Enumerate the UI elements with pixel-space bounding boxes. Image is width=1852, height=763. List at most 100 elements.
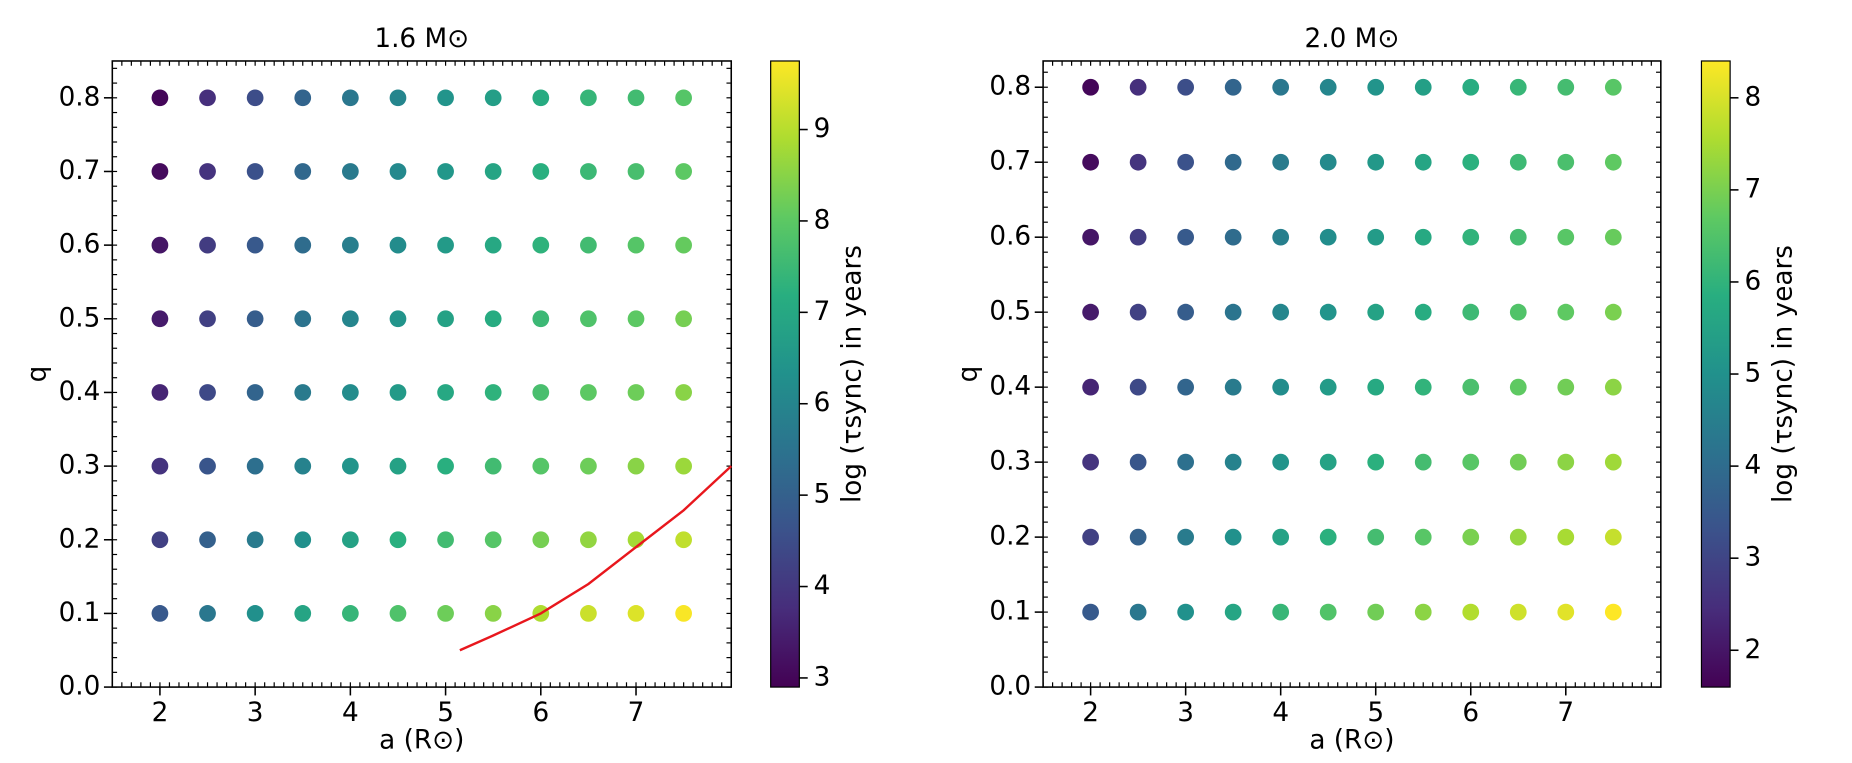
data-point (151, 163, 169, 180)
y-tick-label: 0.1 (989, 597, 1031, 627)
data-point (1319, 603, 1337, 621)
plot-frame (111, 60, 733, 688)
y-tick-label: 0.1 (59, 598, 101, 628)
data-point (627, 236, 645, 254)
data-point (484, 310, 502, 328)
y-tick-label: 0.0 (989, 672, 1031, 702)
data-point (341, 605, 359, 622)
y-tick-label: 0.3 (989, 447, 1031, 477)
data-point (389, 531, 407, 549)
data-point (1224, 528, 1242, 546)
y-tick-label: 0.2 (59, 524, 101, 554)
colorbar-tick-label: 3 (814, 662, 831, 692)
x-tick-label: 6 (1462, 698, 1479, 728)
data-point (532, 457, 550, 475)
data-point (1129, 78, 1147, 96)
data-point (580, 89, 597, 107)
data-point (1414, 303, 1432, 321)
data-point (627, 457, 645, 475)
data-point (246, 236, 264, 254)
data-point (151, 236, 169, 254)
x-tick-label: 2 (152, 698, 169, 728)
data-point (1319, 378, 1337, 396)
data-point (580, 457, 597, 475)
data-point (199, 163, 216, 180)
y-tick-label: 0.2 (989, 522, 1031, 552)
data-point (1414, 228, 1432, 246)
data-point (294, 310, 312, 328)
data-point (1462, 78, 1480, 96)
data-point (1224, 378, 1242, 396)
data-point (1462, 378, 1480, 396)
data-point (1272, 603, 1290, 621)
data-point (580, 384, 597, 401)
data-point (1367, 603, 1385, 621)
data-point (1367, 303, 1385, 321)
data-point (389, 457, 407, 475)
data-point (1129, 603, 1147, 621)
data-point (294, 531, 312, 549)
data-point (1367, 378, 1385, 396)
data-point (1462, 453, 1480, 471)
data-point (341, 89, 359, 107)
y-tick-label: 0.4 (989, 372, 1031, 402)
data-point (1129, 153, 1147, 171)
y-tick-label: 0.8 (989, 72, 1031, 102)
data-point (1604, 453, 1622, 471)
data-point (294, 384, 312, 401)
data-point (1557, 378, 1575, 396)
data-point (1272, 303, 1290, 321)
plot-frame (1042, 60, 1662, 688)
data-point (151, 89, 169, 107)
data-point (1604, 528, 1622, 546)
data-point (1604, 228, 1622, 246)
data-point (151, 457, 169, 475)
data-point (1177, 228, 1195, 246)
data-point (1509, 453, 1527, 471)
data-point (1082, 378, 1099, 396)
data-point (484, 531, 502, 549)
data-point (246, 310, 264, 328)
data-point (1082, 228, 1099, 246)
data-point (1319, 528, 1337, 546)
data-point (1509, 378, 1527, 396)
data-point (341, 384, 359, 401)
x-tick-label: 4 (1272, 698, 1289, 728)
data-point (1082, 603, 1099, 621)
data-point (1272, 528, 1290, 546)
colorbar-tick-label: 6 (1744, 266, 1761, 296)
y-tick-label: 0.5 (989, 297, 1031, 327)
data-point (199, 236, 216, 254)
colorbar-tick-label: 3 (1744, 543, 1761, 573)
data-point (1604, 603, 1622, 621)
data-point (675, 457, 692, 475)
data-point (1319, 78, 1337, 96)
y-tick-label: 0.6 (989, 222, 1031, 252)
data-point (627, 89, 645, 107)
y-tick-label: 0.8 (59, 82, 101, 112)
colorbar-label: log (τsync) in years (838, 245, 868, 503)
data-point (580, 163, 597, 180)
colorbar-tick-label: 5 (1744, 359, 1761, 389)
colorbar (770, 60, 800, 688)
data-point (1557, 453, 1575, 471)
data-point (389, 236, 407, 254)
data-point (1604, 303, 1622, 321)
colorbar-tick-label: 7 (814, 297, 831, 327)
curve (459, 465, 733, 652)
data-point (437, 163, 454, 180)
data-point (1224, 303, 1242, 321)
data-point (294, 236, 312, 254)
data-point (151, 310, 169, 328)
data-point (199, 531, 216, 549)
data-point (1557, 78, 1575, 96)
data-point (1177, 78, 1195, 96)
data-point (1509, 603, 1527, 621)
data-point (532, 384, 550, 401)
data-point (1082, 528, 1099, 546)
data-point (1224, 153, 1242, 171)
y-axis-label: q (954, 366, 984, 383)
data-point (1319, 453, 1337, 471)
data-point (294, 457, 312, 475)
data-point (675, 236, 692, 254)
